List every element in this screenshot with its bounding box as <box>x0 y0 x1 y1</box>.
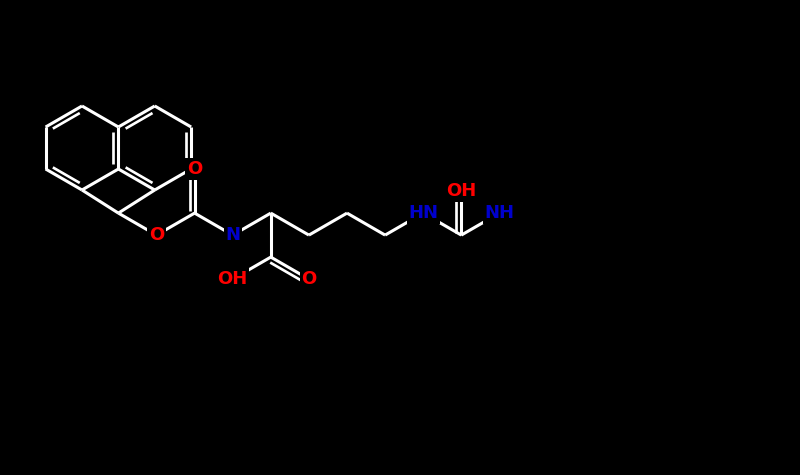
Text: OH: OH <box>218 270 248 288</box>
Text: O: O <box>187 160 202 178</box>
Text: N: N <box>225 226 240 244</box>
Text: NH: NH <box>485 204 514 222</box>
Text: HN: HN <box>408 204 438 222</box>
Text: O: O <box>149 226 164 244</box>
Text: OH: OH <box>446 182 477 200</box>
Text: O: O <box>302 270 317 288</box>
